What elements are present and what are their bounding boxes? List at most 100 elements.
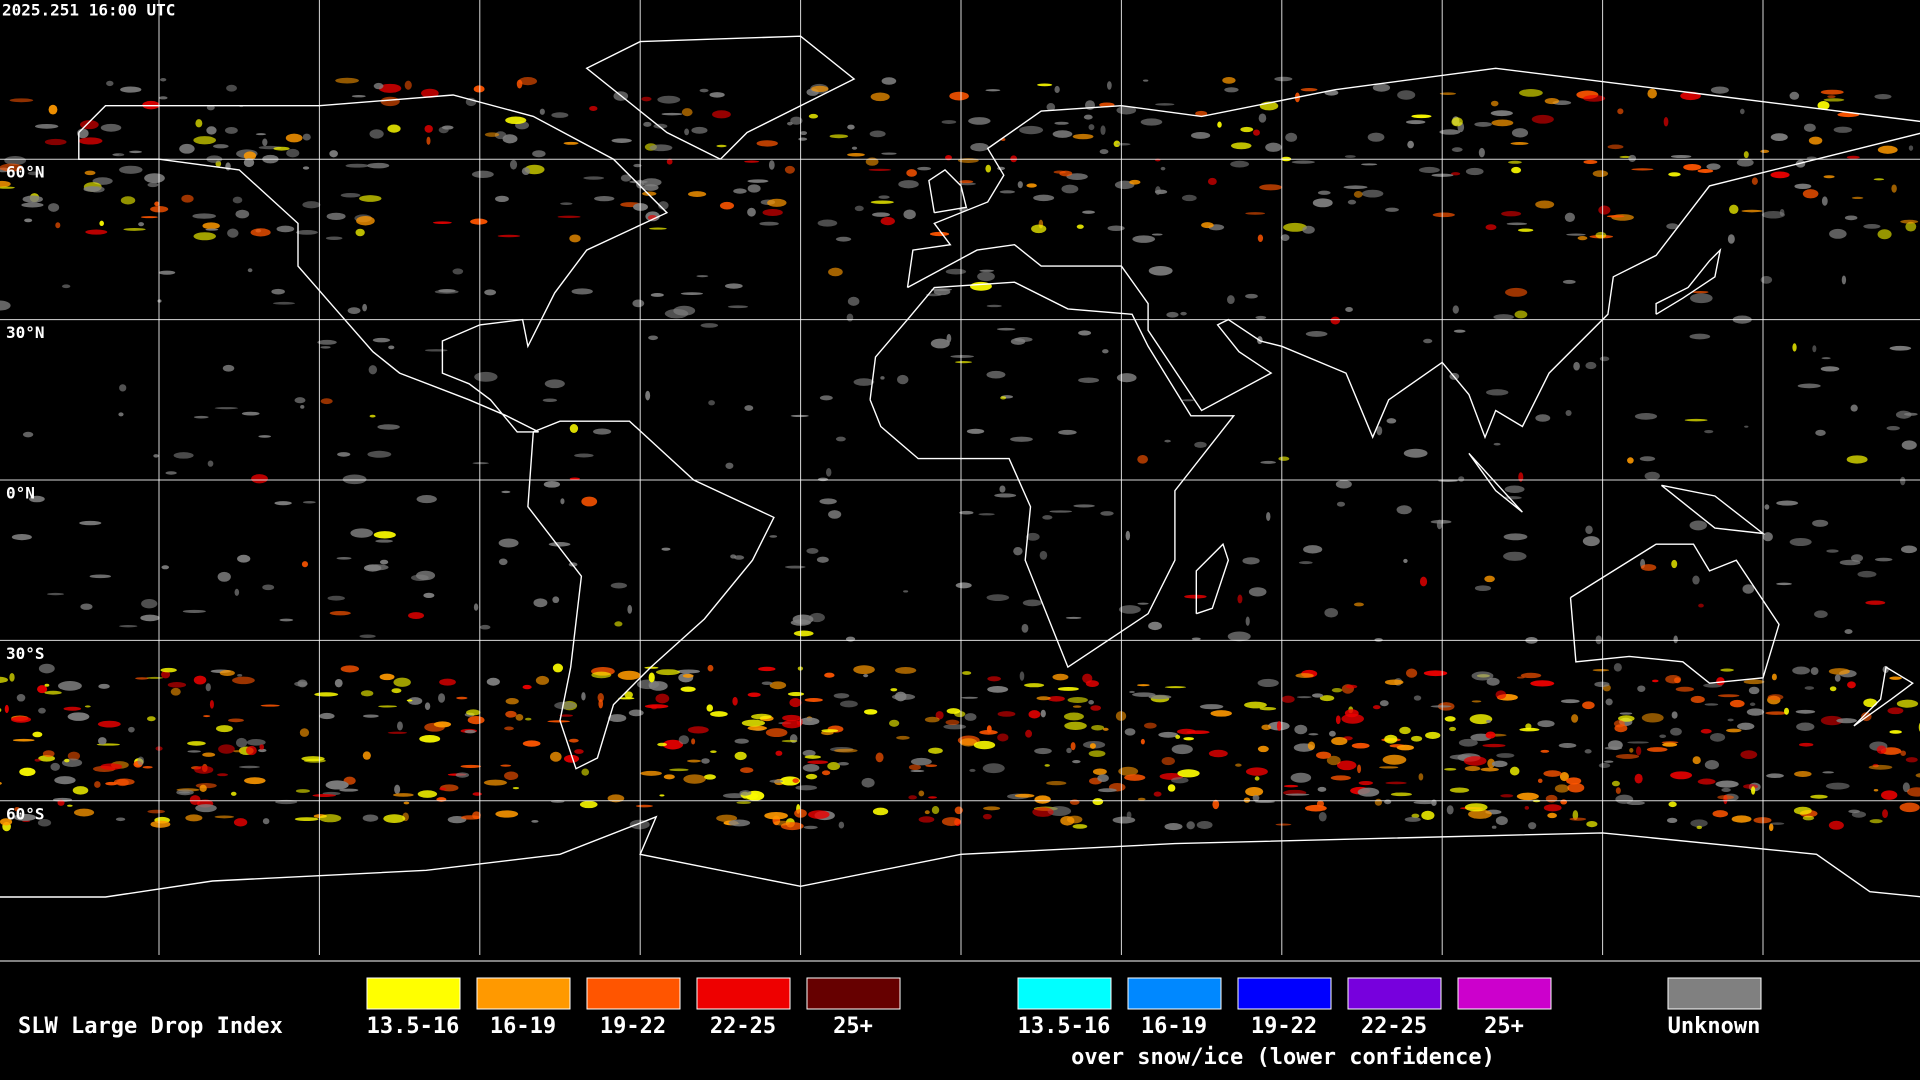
cloud-patch [982, 763, 1005, 774]
cloud-patch [828, 510, 842, 519]
cloud-patch [1054, 121, 1069, 125]
cloud-patch [1259, 707, 1277, 711]
cloud-patch [1210, 710, 1232, 717]
cloud-patch [460, 764, 482, 768]
cloud-patch [1720, 668, 1734, 672]
cloud-patch [67, 751, 81, 761]
legend-swatch [696, 977, 791, 1010]
cloud-patch [1559, 772, 1569, 782]
cloud-patch [994, 493, 1017, 498]
cloud-patch [1874, 557, 1893, 562]
cloud-patch [1889, 676, 1902, 680]
cloud-patch [368, 365, 378, 375]
cloud-patch [1413, 800, 1437, 805]
cloud-patch [636, 679, 660, 690]
cloud-patch [185, 814, 203, 822]
cloud-patch [421, 88, 439, 98]
cloud-patch [793, 630, 814, 637]
cloud-patch [1547, 812, 1557, 819]
cloud-patch [42, 750, 55, 758]
cloud-patch [1715, 780, 1739, 788]
cloud-patch [961, 696, 978, 699]
cloud-patch [747, 184, 761, 193]
cloud-patch [716, 814, 738, 823]
cloud-patch [924, 716, 940, 723]
cloud-patch [1826, 549, 1839, 553]
cloud-patch [239, 765, 260, 769]
cloud-patch [1317, 190, 1331, 195]
cloud-patch [768, 160, 775, 170]
cloud-patch [680, 686, 696, 692]
cloud-patch [244, 777, 266, 785]
cloud-patch [236, 737, 248, 748]
cloud-patch [1112, 816, 1136, 824]
cloud-patch [4, 704, 9, 714]
cloud-patch [1615, 754, 1640, 759]
cloud-patch [1613, 720, 1625, 728]
cloud-patch [1177, 769, 1200, 778]
cloud-patch [78, 137, 103, 145]
cloud-patch [12, 738, 35, 742]
cloud-patch [337, 452, 351, 457]
cloud-patch [1812, 519, 1829, 527]
cloud-patch [1560, 699, 1580, 704]
cloud-patch [1000, 396, 1007, 400]
cloud-patch [471, 170, 494, 179]
cloud-patch [1082, 210, 1095, 214]
cloud-patch [635, 804, 653, 808]
cloud-patch [1789, 91, 1800, 100]
cloud-patch [1844, 629, 1853, 635]
cloud-patch [64, 758, 70, 763]
cloud-patch [1615, 794, 1634, 804]
cloud-patch [1316, 800, 1325, 808]
cloud-patch [781, 739, 798, 743]
cloud-patch [1124, 728, 1136, 736]
cloud-patch [1814, 610, 1828, 618]
cloud-patch [664, 308, 689, 319]
cloud-patch [251, 474, 268, 484]
cloud-patch [345, 163, 369, 168]
cloud-patch [147, 809, 165, 814]
cloud-patch [881, 152, 897, 155]
cloud-patch [1331, 737, 1348, 746]
cloud-patch [1729, 699, 1745, 708]
cloud-patch [1278, 456, 1290, 461]
cloud-patch [864, 709, 878, 715]
cloud-patch [295, 789, 310, 793]
cloud-patch [1253, 129, 1260, 136]
cloud-patch [1508, 160, 1522, 164]
cloud-patch [1797, 383, 1821, 389]
cloud-patch [764, 812, 788, 820]
cloud-patch [710, 711, 728, 717]
cloud-patch [1097, 774, 1109, 783]
cloud-patch [1717, 694, 1740, 698]
cloud-patch [1531, 114, 1554, 124]
cloud-patch [986, 370, 1006, 379]
cloud-patch [1155, 103, 1175, 106]
cloud-patch [955, 582, 972, 589]
cloud-patch [790, 414, 809, 418]
cloud-patch [474, 371, 498, 382]
cloud-patch [1692, 290, 1709, 294]
cloud-patch [846, 313, 854, 322]
cloud-patch [1869, 819, 1883, 824]
cloud-patch [950, 355, 974, 358]
cloud-patch [1684, 418, 1708, 422]
cloud-patch [217, 571, 231, 582]
cloud-patch [608, 714, 627, 723]
cloud-patch [1519, 727, 1540, 732]
cloud-patch [1514, 310, 1528, 319]
coastline [1569, 543, 1780, 684]
cloud-patch [719, 201, 735, 210]
cloud-patch [1491, 825, 1497, 829]
cloud-patch [1171, 744, 1193, 755]
cloud-patch [1659, 734, 1667, 738]
cloud-patch [1230, 160, 1250, 168]
cloud-patch [1345, 684, 1358, 689]
cloud-patch [1336, 501, 1346, 507]
cloud-patch [1137, 602, 1149, 605]
cloud-patch [1300, 88, 1318, 92]
cloud-patch [1014, 337, 1033, 342]
cloud-patch [1092, 798, 1104, 806]
